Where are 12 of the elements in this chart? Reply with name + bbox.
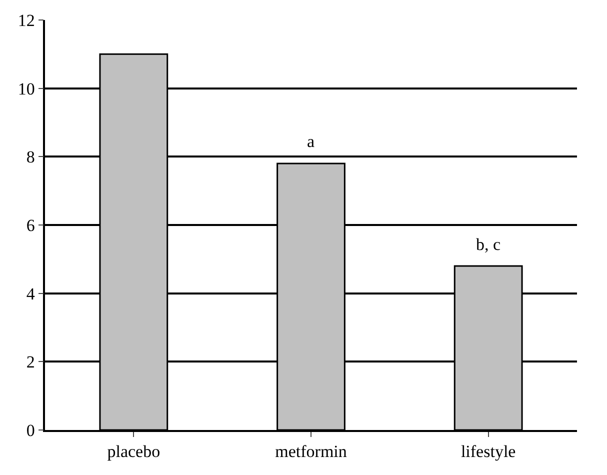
x-tick-label: lifestyle [460, 442, 516, 462]
annotation: b, c [476, 235, 501, 254]
y-tick-label: 12 [18, 10, 35, 30]
y-tick-label: 10 [18, 79, 35, 98]
y-tick-label: 2 [26, 352, 35, 372]
y-tick-label: 8 [26, 148, 35, 167]
y-tick-label: 4 [26, 284, 36, 304]
y-tick-label: 0 [26, 420, 35, 440]
y-tick-label: 6 [26, 216, 35, 235]
x-tick-label: metformin [275, 442, 348, 462]
annotation: a [307, 132, 315, 151]
x-tick-label: placebo [107, 442, 160, 462]
